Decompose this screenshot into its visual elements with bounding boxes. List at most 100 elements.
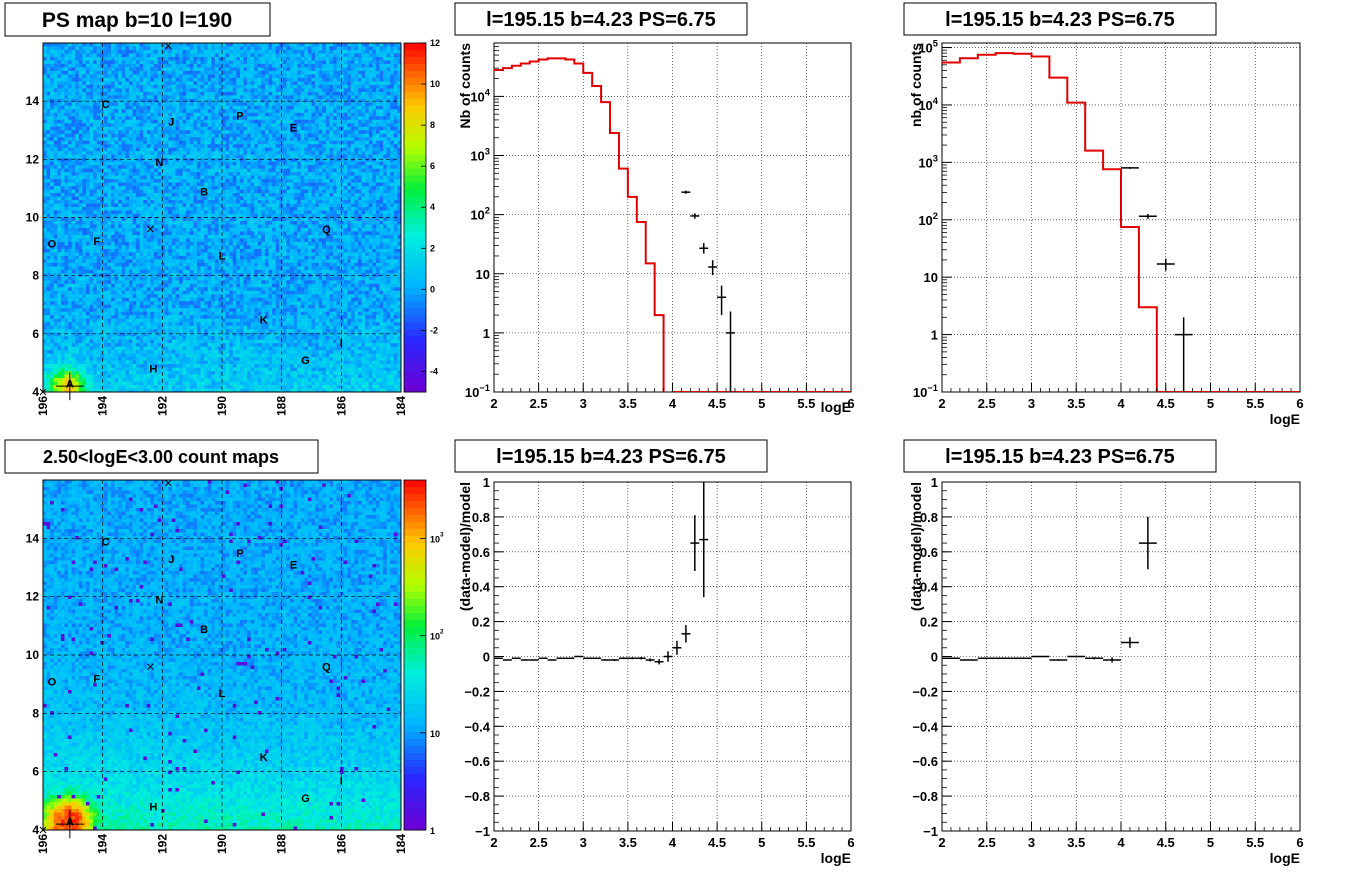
heatmap-cell [64, 179, 69, 183]
heatmap-cell [114, 385, 119, 389]
heatmap-cell [153, 283, 158, 288]
heatmap-cell [196, 133, 201, 138]
heatmap-cell [204, 105, 209, 110]
heatmap-cell [125, 266, 130, 271]
heatmap-cell [143, 381, 148, 386]
heatmap-cell [100, 248, 105, 253]
heatmap-cell [107, 182, 112, 187]
heatmap-cell [143, 371, 148, 375]
heatmap-cell [193, 280, 198, 285]
heatmap-cell [218, 137, 223, 142]
heatmap-cell [75, 360, 80, 365]
heatmap-cell [82, 67, 87, 72]
heatmap-cell [125, 301, 130, 306]
heatmap-cell [43, 60, 47, 65]
heatmap-cell [168, 137, 173, 142]
heatmap-cell [218, 353, 223, 358]
heatmap-cell [53, 189, 58, 194]
heatmap-cell [168, 203, 173, 208]
heatmap-cell [78, 241, 83, 246]
heatmap-cell [68, 346, 73, 351]
heatmap-cell [171, 161, 176, 166]
heatmap-cell [68, 112, 73, 117]
heatmap-cell [218, 81, 223, 86]
heatmap-cell [204, 84, 209, 89]
heatmap-cell [204, 88, 209, 93]
heatmap-cell [146, 273, 151, 278]
heatmap-cell [214, 343, 219, 348]
heatmap-cell [114, 123, 119, 128]
heatmap-cell [43, 234, 47, 239]
heatmap-cell [136, 378, 141, 382]
heatmap-cell [68, 175, 73, 180]
heatmap-cell [125, 290, 130, 295]
heatmap-cell [164, 385, 169, 389]
heatmap-cell [153, 315, 158, 320]
heatmap-cell [136, 346, 141, 351]
heatmap-cell [157, 224, 162, 229]
heatmap-cell [75, 56, 80, 61]
heatmap-cell [175, 60, 180, 65]
heatmap-cell [125, 49, 130, 54]
heatmap-cell [157, 238, 162, 243]
heatmap-cell [64, 231, 69, 236]
heatmap-cell [164, 255, 169, 260]
heatmap-cell [146, 140, 151, 145]
heatmap-cell [118, 353, 123, 358]
heatmap-cell [196, 207, 201, 211]
heatmap-cell [103, 346, 108, 351]
heatmap-cell [78, 325, 83, 330]
heatmap-cell [96, 151, 101, 156]
heatmap-cell [50, 151, 55, 156]
heatmap-cell [50, 112, 55, 117]
heatmap-cell [57, 67, 62, 72]
heatmap-cell [89, 332, 94, 337]
heatmap-cell [43, 158, 47, 163]
heatmap-cell [100, 287, 105, 292]
heatmap-cell [171, 200, 176, 204]
heatmap-cell [118, 203, 123, 208]
heatmap-cell [186, 53, 191, 58]
heatmap-cell [211, 280, 216, 285]
heatmap-cell [168, 186, 173, 190]
heatmap-cell [204, 290, 209, 295]
heatmap-cell [175, 322, 180, 327]
heatmap-cell [143, 318, 148, 323]
heatmap-cell [175, 280, 180, 285]
heatmap-cell [161, 70, 166, 75]
heatmap-cell [161, 172, 166, 177]
heatmap-cell [43, 311, 47, 316]
heatmap-cell [93, 133, 98, 138]
heatmap-cell [211, 217, 216, 222]
heatmap-cell [179, 189, 184, 194]
heatmap-cell [153, 322, 158, 327]
heatmap-cell [46, 227, 51, 232]
heatmap-cell [136, 130, 141, 135]
heatmap-cell [85, 294, 90, 299]
heatmap-cell [153, 123, 158, 128]
heatmap-cell [89, 95, 94, 100]
heatmap-cell [139, 116, 144, 121]
heatmap-cell [53, 360, 58, 365]
heatmap-cell [211, 70, 216, 75]
heatmap-cell [136, 224, 141, 229]
heatmap-cell [85, 102, 90, 107]
heatmap-cell [125, 339, 130, 344]
heatmap-cell [136, 241, 141, 246]
heatmap-cell [157, 283, 162, 288]
heatmap-cell [103, 95, 108, 100]
heatmap-cell [193, 350, 198, 355]
heatmap-cell [114, 245, 119, 250]
heatmap-cell [107, 238, 112, 243]
heatmap-cell [82, 322, 87, 327]
heatmap-cell [136, 123, 141, 128]
heatmap-cell [200, 126, 205, 131]
heatmap-cell [218, 105, 223, 110]
heatmap-cell [214, 140, 219, 145]
heatmap-cell [146, 203, 151, 208]
heatmap-cell [168, 126, 173, 131]
heatmap-cell [143, 137, 148, 142]
heatmap-cell [171, 151, 176, 156]
heatmap-cell [85, 329, 90, 334]
heatmap-cell [139, 339, 144, 344]
